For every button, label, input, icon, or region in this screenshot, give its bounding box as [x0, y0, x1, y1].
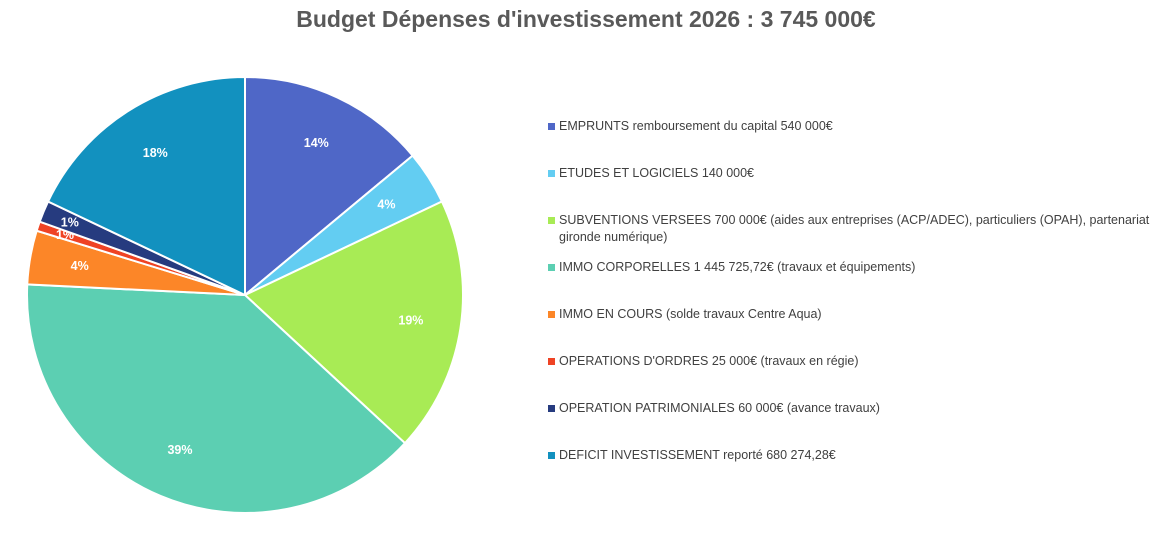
slice-label-3: 39% — [167, 443, 192, 457]
legend-swatch — [548, 358, 555, 365]
legend-label: DEFICIT INVESTISSEMENT reporté 680 274,2… — [559, 448, 836, 462]
pie-slice-2 — [243, 200, 464, 445]
legend-item-6: OPERATION PATRIMONIALES 60 000€ (avance … — [548, 400, 1169, 417]
legend-item-5: OPERATIONS D'ORDRES 25 000€ (travaux en … — [548, 353, 1169, 370]
slice-label-1: 4% — [377, 198, 395, 212]
legend-item-4: IMMO EN COURS (solde travaux Centre Aqua… — [548, 306, 1169, 323]
legend-swatch — [548, 123, 555, 130]
legend-label: OPERATION PATRIMONIALES 60 000€ (avance … — [559, 401, 880, 415]
legend-label: ETUDES ET LOGICIELS 140 000€ — [559, 166, 755, 180]
legend-item-2: SUBVENTIONS VERSEES 700 000€ (aides aux … — [548, 212, 1169, 246]
slice-label-4: 4% — [71, 259, 89, 273]
legend-swatch — [548, 217, 555, 224]
pie-chart: 14%4%19%39%4%1%1%18% — [26, 75, 464, 514]
legend-label: IMMO CORPORELLES 1 445 725,72€ (travaux … — [559, 260, 916, 274]
pie-slice-3 — [26, 283, 407, 514]
slice-label-6: 1% — [61, 215, 79, 229]
pie-slice-0 — [244, 75, 415, 298]
legend-swatch — [548, 452, 555, 459]
legend-swatch — [548, 405, 555, 412]
legend-swatch — [548, 264, 555, 271]
legend-item-1: ETUDES ET LOGICIELS 140 000€ — [548, 165, 1169, 182]
chart-title: Budget Dépenses d'investissement 2026 : … — [296, 6, 876, 32]
legend-item-0: EMPRUNTS remboursement du capital 540 00… — [548, 118, 1169, 135]
slice-label-7: 18% — [143, 146, 168, 160]
slice-label-0: 14% — [304, 136, 329, 150]
legend-swatch — [548, 311, 555, 318]
legend-item-3: IMMO CORPORELLES 1 445 725,72€ (travaux … — [548, 259, 1169, 276]
legend-item-7: DEFICIT INVESTISSEMENT reporté 680 274,2… — [548, 447, 1169, 464]
legend-label: EMPRUNTS remboursement du capital 540 00… — [559, 119, 833, 133]
legend-label: OPERATIONS D'ORDRES 25 000€ (travaux en … — [559, 354, 859, 368]
legend-swatch — [548, 170, 555, 177]
pie-slice-7 — [46, 75, 246, 297]
legend-label: SUBVENTIONS VERSEES 700 000€ (aides aux … — [559, 213, 1150, 244]
legend-label: IMMO EN COURS (solde travaux Centre Aqua… — [559, 307, 822, 321]
slice-label-2: 19% — [398, 313, 423, 327]
